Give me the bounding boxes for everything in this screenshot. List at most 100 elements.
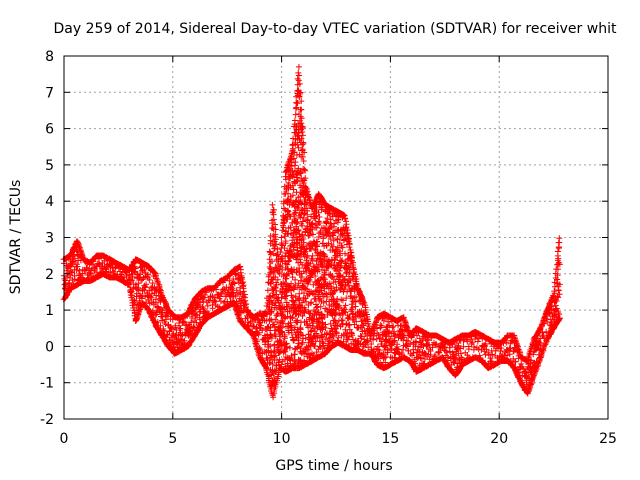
data-point [274,319,281,326]
data-point [279,253,286,260]
data-point [427,347,434,354]
data-point [349,298,356,305]
data-point [172,332,179,339]
data-point [344,336,351,343]
data-point [298,211,305,218]
data-point [300,140,307,147]
data-point [346,314,353,321]
data-point [237,263,244,270]
data-point [296,290,303,297]
data-point [319,326,326,333]
data-point [416,351,423,358]
data-point [130,296,137,303]
data-point [297,277,304,284]
data-point [323,219,330,226]
data-point [308,255,315,262]
data-point [315,280,322,287]
data-point [497,353,504,360]
data-point [220,299,227,306]
data-point [534,363,541,370]
data-point [457,350,464,357]
data-point [315,209,322,216]
data-point [330,333,337,340]
data-point [211,297,218,304]
data-point [143,281,150,288]
data-point [270,250,277,257]
data-point [267,280,274,287]
data-point [337,272,344,279]
data-point [331,257,338,264]
data-point [299,123,306,130]
data-point [344,229,351,236]
data-point [342,283,349,290]
data-point [272,231,279,238]
data-point [433,340,440,347]
data-point [519,379,526,386]
data-point [311,342,318,349]
data-point [303,298,310,305]
data-point [291,203,298,210]
data-point [137,292,144,299]
data-point [110,268,117,275]
data-point [394,341,401,348]
data-point [412,338,419,345]
data-point [294,99,301,106]
data-point [299,222,306,229]
data-point [204,302,211,309]
data-point [298,273,305,280]
data-point [69,260,76,267]
data-point [301,166,308,173]
data-point [332,254,339,261]
data-point [548,303,555,310]
data-point [297,345,304,352]
data-point [313,239,320,246]
data-point [226,277,233,284]
data-point [314,318,321,325]
data-point [269,269,276,276]
data-point [268,332,275,339]
data-point [353,318,360,325]
data-point [209,305,216,312]
data-point [129,292,136,299]
data-point [419,337,426,344]
data-point [305,266,312,273]
data-point [277,249,284,256]
data-point [295,69,302,76]
data-point [320,250,327,257]
data-point [307,260,314,267]
data-point [282,275,289,282]
data-point [279,227,286,234]
data-point [278,324,285,331]
data-point [261,360,268,367]
data-point [324,293,331,300]
data-point [413,332,420,339]
data-point [200,305,207,312]
data-point [291,358,298,365]
data-point [319,339,326,346]
data-point [294,75,301,82]
data-point [530,372,537,379]
data-point [303,254,310,261]
data-point [322,321,329,328]
data-point [470,346,477,353]
data-point [265,338,272,345]
data-point [404,343,411,350]
data-point [269,292,276,299]
data-point [342,215,349,222]
data-point [309,231,316,238]
data-point [278,294,285,301]
data-point [152,296,159,303]
data-point [421,349,428,356]
data-point [281,331,288,338]
data-point [293,197,300,204]
data-point [302,335,309,342]
data-point [304,252,311,259]
data-point [315,233,322,240]
data-point [298,106,305,113]
data-point [272,273,279,280]
data-point [293,239,300,246]
data-point [69,269,76,276]
data-point [178,332,185,339]
data-point [292,105,299,112]
data-point [295,72,302,79]
